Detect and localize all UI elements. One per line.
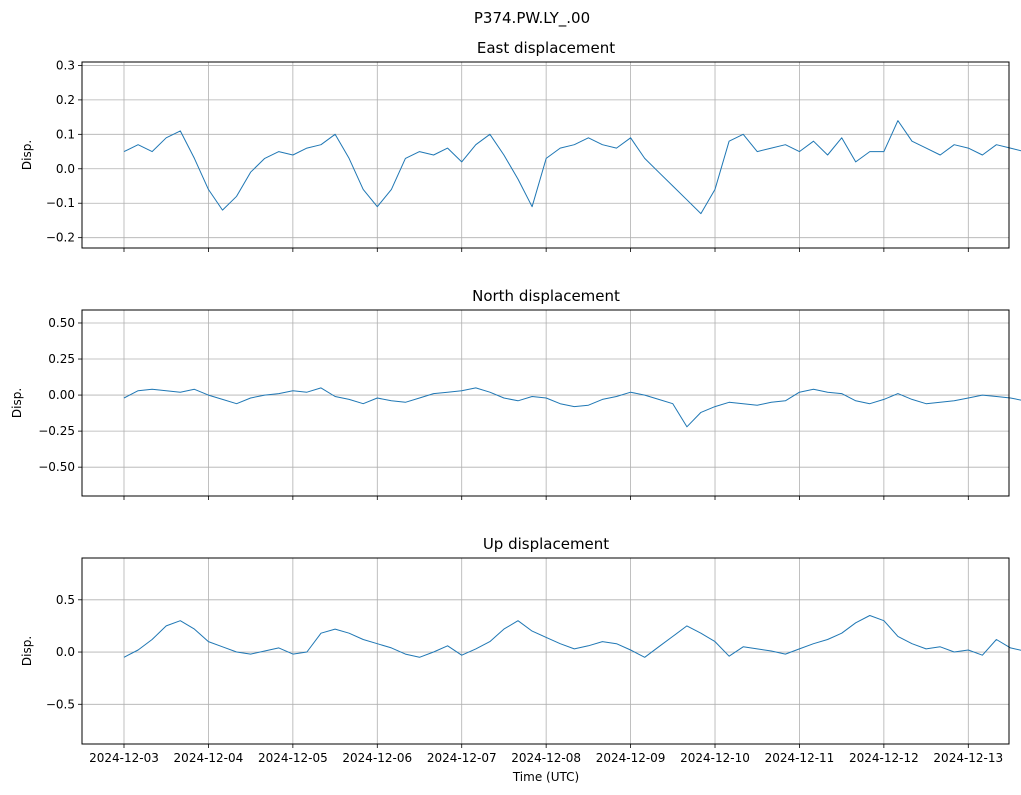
east-y-tick-label: −0.2	[46, 231, 75, 245]
east-ticks: −0.2 −0.1 0.0 0.1 0.2 0.3	[46, 58, 969, 252]
up-y-tick-label: 0.0	[56, 645, 75, 659]
up-x-tick-label: 2024-12-04	[174, 751, 244, 765]
up-panel-title: Up displacement	[483, 535, 609, 553]
north-panel-title: North displacement	[472, 287, 620, 305]
north-plot-frame	[81, 309, 1010, 497]
up-ticks: 2024-12-03 2024-12-04 2024-12-05 2024-12-06…	[46, 593, 1003, 765]
up-x-tick-label: 2024-12-10	[680, 751, 750, 765]
north-grid	[82, 310, 1009, 496]
east-grid	[82, 62, 1009, 248]
east-y-tick-label: −0.1	[46, 196, 75, 210]
east-y-tick-label: 0.0	[56, 162, 75, 176]
east-y-tick-label: 0.2	[56, 93, 75, 107]
up-x-tick-label: 2024-12-09	[596, 751, 666, 765]
east-y-tick-label: 0.3	[56, 58, 75, 72]
north-y-axis-label: Disp.	[10, 388, 24, 418]
x-axis-label: Time (UTC)	[512, 770, 579, 784]
up-plot-frame	[81, 557, 1010, 745]
north-y-tick-label: 0.50	[48, 316, 75, 330]
north-displacement-line	[123, 387, 1021, 428]
up-x-tick-label: 2024-12-06	[342, 751, 412, 765]
east-displacement-line	[123, 120, 1021, 215]
up-x-tick-label: 2024-12-05	[258, 751, 328, 765]
north-ticks: −0.50 −0.25 0.00 0.25 0.50	[38, 316, 969, 500]
east-panel-title: East displacement	[477, 39, 615, 57]
north-y-tick-label: 0.25	[48, 352, 75, 366]
up-y-tick-label: 0.5	[56, 593, 75, 607]
east-y-axis-label: Disp.	[20, 140, 34, 170]
up-grid	[82, 558, 1009, 744]
up-x-tick-label: 2024-12-07	[427, 751, 497, 765]
east-y-tick-label: 0.1	[56, 127, 75, 141]
up-x-tick-label: 2024-12-13	[933, 751, 1003, 765]
east-plot-frame	[81, 61, 1010, 249]
up-panel: Up displacement Disp. 2024-12-03 2024-12-…	[20, 535, 1021, 765]
figure-title: P374.PW.LY_.00	[474, 9, 590, 28]
up-y-tick-label: −0.5	[46, 697, 75, 711]
up-displacement-line	[123, 615, 1021, 658]
up-y-axis-label: Disp.	[20, 636, 34, 666]
north-y-tick-label: −0.25	[38, 424, 75, 438]
east-panel: East displacement Disp. −0.2 −0.1 0.0 0.1 0.…	[20, 39, 1021, 252]
up-x-tick-label: 2024-12-08	[511, 751, 581, 765]
up-x-tick-label: 2024-12-11	[765, 751, 835, 765]
north-y-tick-label: 0.00	[48, 388, 75, 402]
north-panel: North displacement Disp. −0.50 −0.25 0.00 0…	[10, 287, 1021, 500]
up-x-tick-label: 2024-12-12	[849, 751, 919, 765]
up-x-tick-label: 2024-12-03	[89, 751, 159, 765]
north-y-tick-label: −0.50	[38, 460, 75, 474]
